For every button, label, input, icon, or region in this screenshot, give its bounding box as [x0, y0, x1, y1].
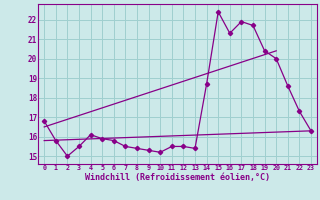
- X-axis label: Windchill (Refroidissement éolien,°C): Windchill (Refroidissement éolien,°C): [85, 173, 270, 182]
